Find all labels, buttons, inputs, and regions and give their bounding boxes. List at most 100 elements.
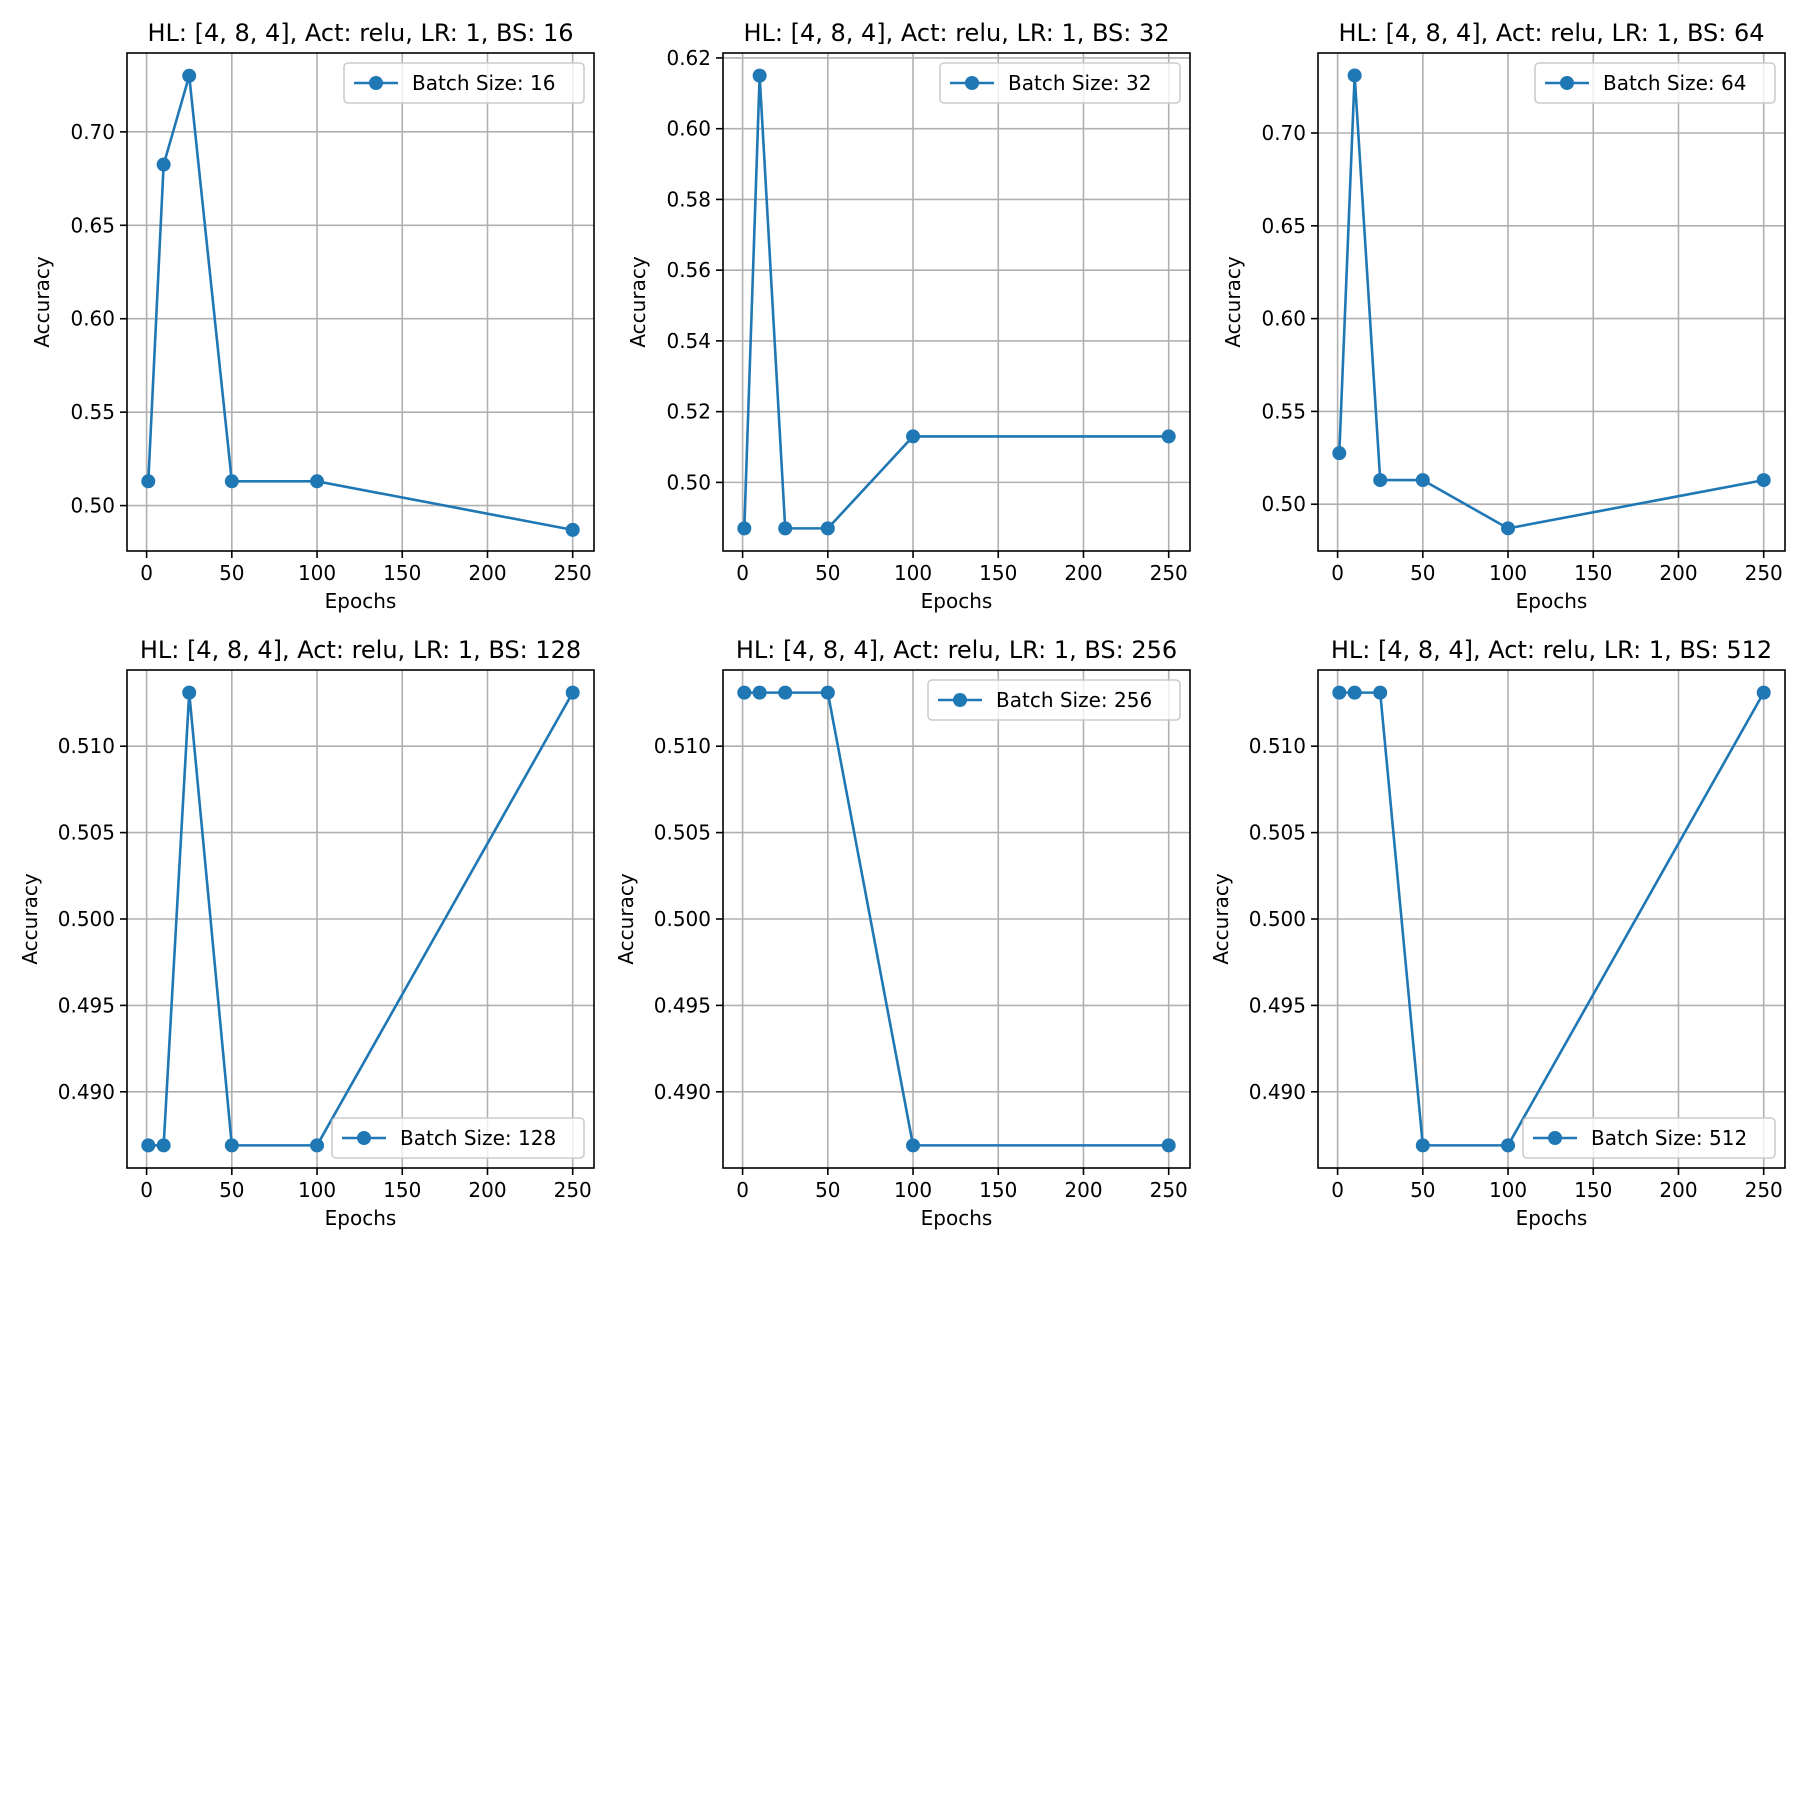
legend-marker [369,76,383,90]
data-point [141,474,156,489]
y-tick-label: 0.490 [58,1080,115,1104]
legend: Batch Size: 32 [939,62,1181,104]
y-axis-label: Accuracy [18,873,42,964]
y-tick-label: 0.50 [1261,492,1306,516]
y-tick-label: 0.55 [1261,399,1306,423]
x-tick-label: 100 [1489,561,1527,585]
y-tick-label: 0.510 [58,734,115,758]
x-tick-label: 50 [1410,1178,1435,1202]
chart-title: HL: [4, 8, 4], Act: relu, LR: 1, BS: 16 [147,19,573,47]
x-tick-label: 100 [1489,1178,1527,1202]
x-tick-label: 100 [894,1178,932,1202]
x-tick-label: 50 [815,561,840,585]
x-tick-label: 150 [383,561,421,585]
x-tick-label: 150 [1574,1178,1612,1202]
data-point [141,1138,156,1153]
y-tick-label: 0.56 [666,258,711,282]
plot-frame [126,669,595,1169]
x-tick-label: 0 [140,561,153,585]
legend-marker [1548,1131,1562,1145]
x-tick-label: 200 [1659,1178,1697,1202]
y-tick-label: 0.495 [654,993,711,1017]
y-tick-label: 0.500 [58,907,115,931]
x-tick-label: 200 [468,1178,506,1202]
plot-frame [722,52,1191,552]
chart-title: HL: [4, 8, 4], Act: relu, LR: 1, BS: 512 [1331,636,1772,664]
series-line [147,74,573,532]
x-axis-label: Epochs [325,589,397,613]
x-tick-label: 100 [894,561,932,585]
plot-frame [1317,669,1786,1169]
x-axis-label: Epochs [921,589,993,613]
y-tick-label: 0.500 [654,907,711,931]
data-point [182,685,197,700]
x-tick-label: 50 [1410,561,1435,585]
legend-label: Batch Size: 128 [400,1126,556,1150]
chart-title: HL: [4, 8, 4], Act: relu, LR: 1, BS: 64 [1338,19,1764,47]
y-tick-label: 0.495 [1249,993,1306,1017]
legend-box [939,62,1181,104]
y-tick-label: 0.55 [70,400,115,424]
plot-frame [722,669,1191,1169]
data-point [820,521,835,536]
data-point [156,1138,171,1153]
y-tick-label: 0.58 [666,187,711,211]
legend-label: Batch Size: 16 [412,71,555,95]
data-point [1415,473,1430,488]
y-tick-label: 0.490 [1249,1080,1306,1104]
data-point [224,474,239,489]
x-tick-label: 0 [1331,1178,1344,1202]
data-point [752,68,767,83]
data-point [156,157,171,172]
legend: Batch Size: 512 [1522,1117,1776,1159]
y-tick-label: 0.65 [1261,214,1306,238]
data-point [778,521,793,536]
legend-marker [1560,76,1574,90]
x-tick-label: 50 [815,1178,840,1202]
data-point [820,685,835,700]
data-point [224,1138,239,1153]
legend-label: Batch Size: 256 [996,688,1152,712]
x-tick-label: 200 [1064,561,1102,585]
x-axis-label: Epochs [325,1206,397,1230]
chart-panel-4: 0 50 100 150 200 250 0.490 0.495 0.500 0.505 0.510… [18,636,595,1230]
data-point [1332,685,1347,700]
chart-title: HL: [4, 8, 4], Act: relu, LR: 1, BS: 32 [743,19,1169,47]
y-tick-label: 0.60 [666,117,711,141]
data-point [1501,1138,1516,1153]
data-point [182,68,197,83]
y-tick-label: 0.505 [58,821,115,845]
y-tick-label: 0.60 [1261,307,1306,331]
legend-label: Batch Size: 32 [1008,71,1151,95]
y-tick-label: 0.54 [666,329,711,353]
series-line [1338,74,1764,530]
data-point [1161,1138,1176,1153]
y-tick-label: 0.65 [70,213,115,237]
x-tick-label: 250 [1745,1178,1783,1202]
x-tick-label: 0 [736,561,749,585]
data-point [906,429,921,444]
data-point [1501,521,1516,536]
legend-box [927,679,1181,721]
x-tick-label: 0 [736,1178,749,1202]
y-tick-label: 0.495 [58,993,115,1017]
data-point [1347,685,1362,700]
y-tick-label: 0.50 [70,494,115,518]
chart-title: HL: [4, 8, 4], Act: relu, LR: 1, BS: 256 [736,636,1177,664]
legend-box [343,62,585,104]
x-tick-label: 150 [979,1178,1017,1202]
x-tick-label: 250 [554,561,592,585]
data-point [310,1138,325,1153]
x-tick-label: 250 [1150,561,1188,585]
x-tick-label: 200 [1659,561,1697,585]
y-axis-label: Accuracy [626,256,650,347]
legend-marker [965,76,979,90]
data-point [1373,685,1388,700]
legend-box [331,1117,585,1159]
y-tick-label: 0.510 [654,734,711,758]
chart-panel-5: 0 50 100 150 200 250 0.490 0.495 0.500 0.505 0.510… [614,636,1191,1230]
y-axis-label: Accuracy [1221,256,1245,347]
data-point [1756,685,1771,700]
x-tick-label: 250 [554,1178,592,1202]
data-point [1332,446,1347,461]
